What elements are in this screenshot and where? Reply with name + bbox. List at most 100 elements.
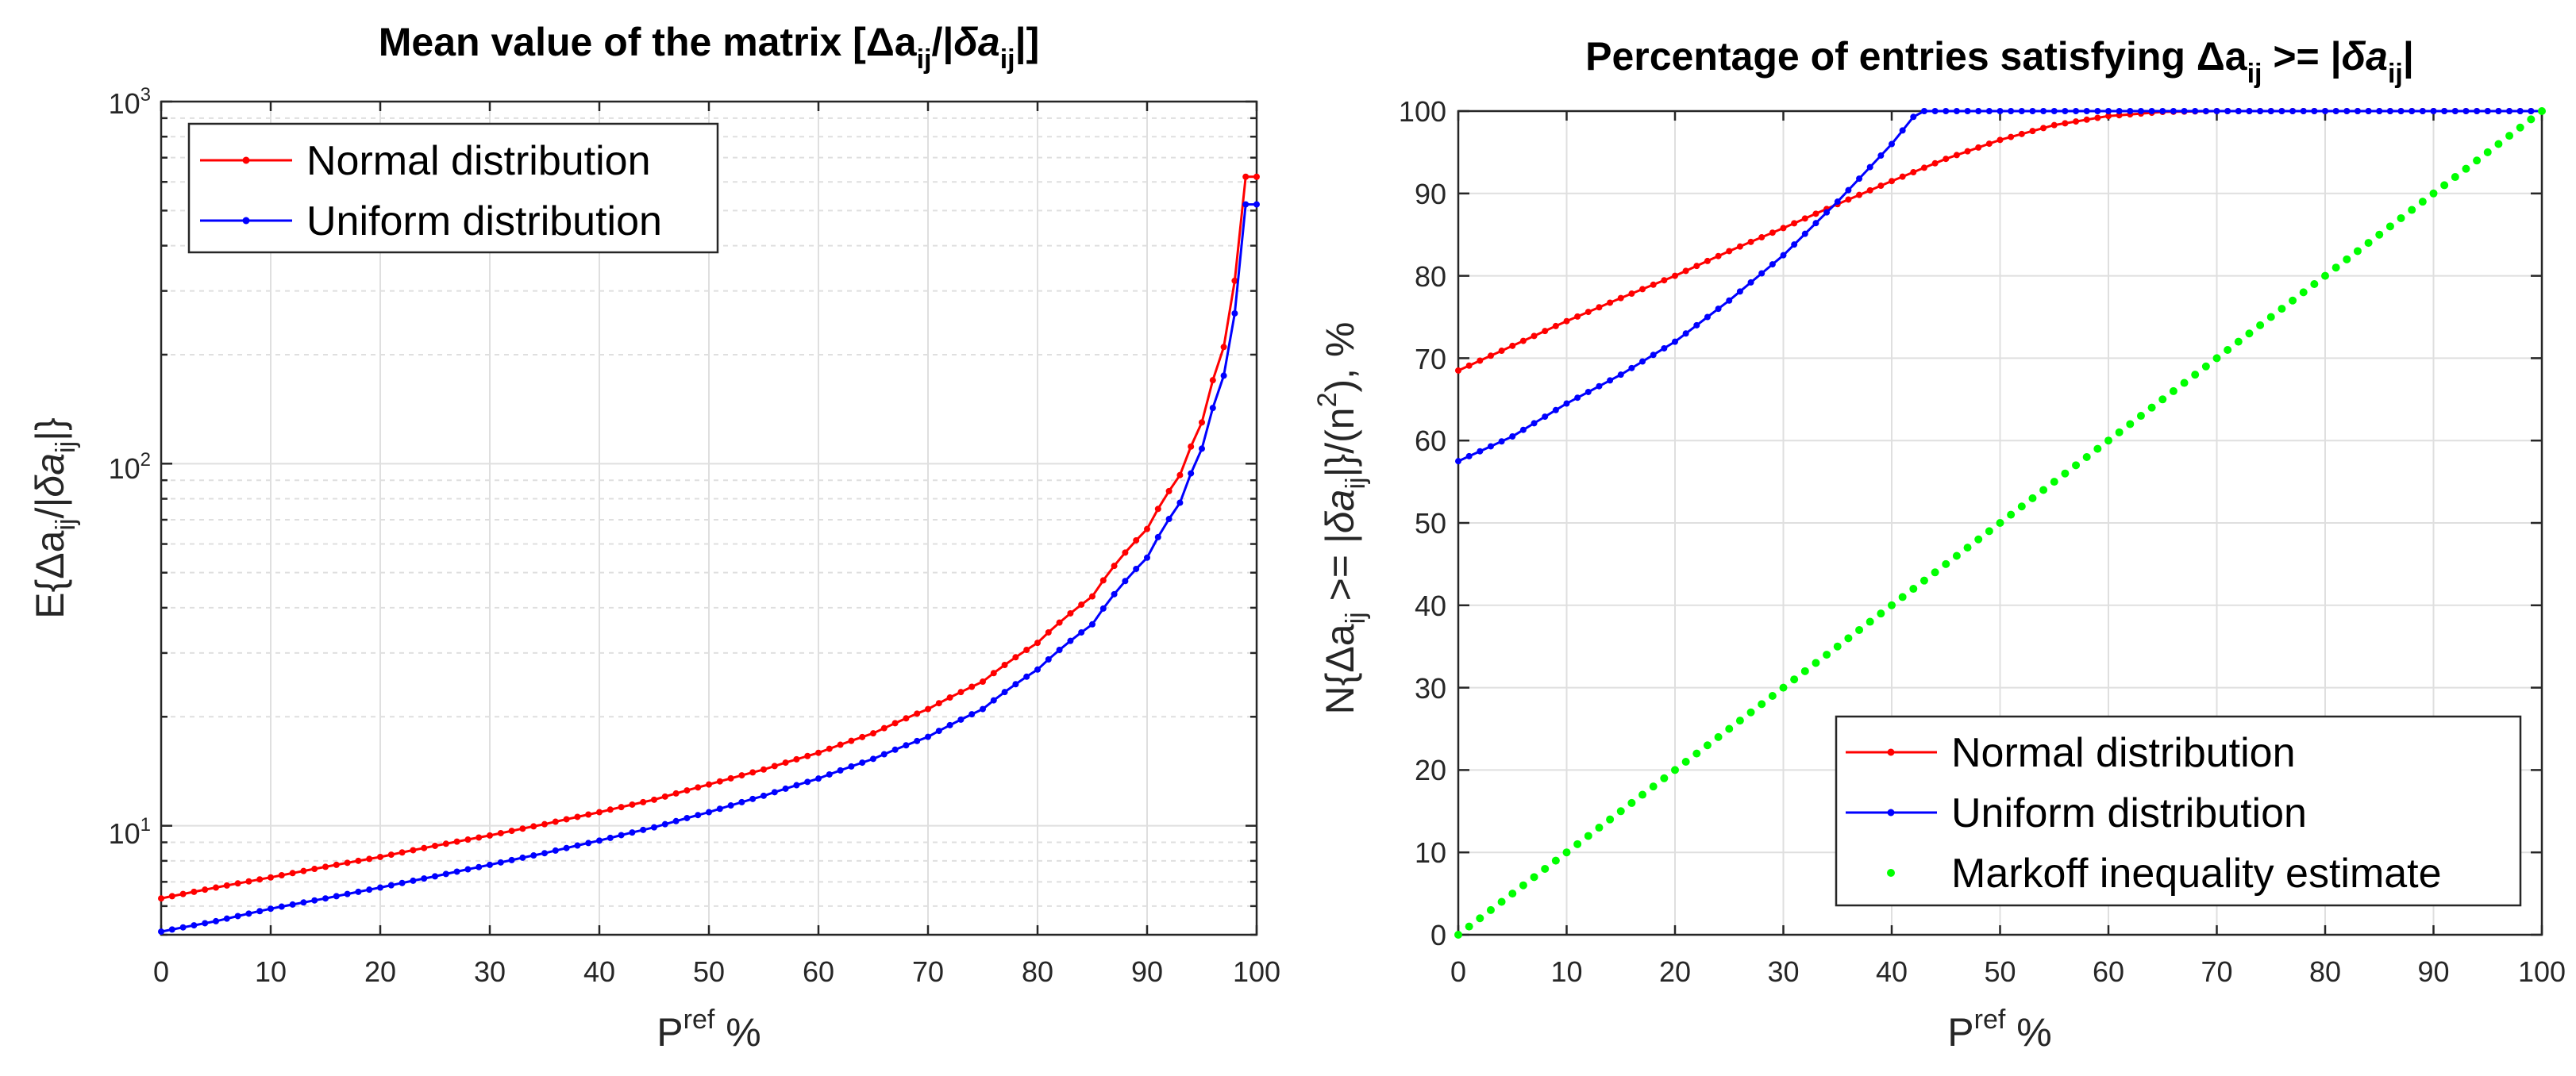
data-point (2246, 108, 2253, 114)
left-x-tick-labels: 0 10 20 30 40 50 60 70 80 90 100 (153, 955, 1280, 988)
data-point (1747, 238, 1754, 245)
data-point (1551, 856, 1560, 865)
data-point (1985, 527, 1993, 536)
data-point (651, 796, 657, 803)
data-point (1563, 400, 1570, 407)
data-point (1574, 313, 1581, 320)
left-x-axis-label: Pref % (657, 1005, 760, 1055)
data-point (2419, 108, 2426, 114)
data-point (2147, 403, 2156, 412)
data-point (2430, 108, 2437, 114)
data-point (1866, 186, 1873, 194)
data-point (1562, 848, 1571, 857)
data-point (1725, 724, 1734, 733)
data-point (552, 818, 559, 825)
data-point (1704, 257, 1711, 264)
data-point (2527, 115, 2536, 124)
data-point (629, 829, 636, 836)
data-point (651, 824, 657, 831)
data-point (1726, 248, 1733, 255)
data-point (1607, 377, 1614, 384)
data-point (2311, 108, 2318, 114)
data-point (1542, 328, 1549, 335)
data-point (2538, 107, 2546, 115)
right-y-tick-label: 60 (1415, 425, 1446, 457)
right-x-tick-label: 20 (1659, 955, 1691, 988)
data-point (1099, 605, 1107, 612)
data-point (2104, 436, 2112, 445)
data-point (1122, 549, 1129, 556)
data-point (596, 809, 603, 816)
data-point (2105, 113, 2112, 120)
data-point (245, 910, 252, 917)
data-point (366, 855, 373, 863)
data-point (574, 842, 581, 849)
data-point (1856, 191, 1863, 198)
data-point (826, 770, 833, 778)
data-point (880, 751, 888, 758)
data-point (1078, 601, 1085, 608)
data-point (1628, 290, 1635, 298)
data-point (487, 832, 493, 839)
data-point (1909, 585, 1918, 594)
data-point (530, 823, 537, 830)
data-point (2137, 108, 2144, 114)
data-point (1454, 931, 1462, 939)
right-y-tick-label: 90 (1415, 178, 1446, 210)
data-point (1866, 617, 1874, 626)
data-point (1012, 681, 1019, 688)
data-point (2289, 108, 2297, 114)
data-point (1209, 405, 1216, 412)
data-point (432, 842, 438, 849)
data-point (168, 893, 175, 900)
data-point (1067, 637, 1074, 644)
data-point (596, 837, 603, 844)
data-point (1931, 568, 1939, 577)
data-point (2365, 108, 2372, 114)
data-point (1758, 700, 1766, 709)
data-point (695, 812, 702, 819)
data-point (366, 886, 373, 893)
data-point (519, 854, 526, 861)
data-point (1855, 625, 1864, 634)
data-point (1856, 175, 1863, 183)
data-point (683, 814, 691, 821)
data-point (1638, 790, 1647, 799)
left-x-tick-label: 70 (912, 955, 944, 988)
data-point (2017, 502, 2026, 511)
data-point (1791, 220, 1798, 227)
data-point (640, 798, 647, 805)
data-point (1661, 344, 1668, 352)
data-point (914, 710, 921, 717)
legend-marker-normal (1887, 748, 1895, 756)
data-point (1780, 252, 1787, 259)
data-point (1067, 609, 1074, 617)
data-point (2310, 279, 2319, 288)
data-point (1899, 127, 1906, 134)
data-point (1220, 344, 1227, 351)
data-point (2441, 108, 2448, 114)
data-point (1154, 533, 1161, 540)
data-point (1672, 272, 1678, 279)
data-point (1964, 148, 1971, 155)
data-point (870, 730, 876, 737)
data-point (1023, 673, 1030, 680)
series-normal-distribution (158, 173, 1260, 902)
data-point (2494, 140, 2503, 148)
data-point (2062, 108, 2069, 114)
data-point (706, 809, 712, 816)
data-point (1519, 881, 1527, 890)
data-point (355, 857, 362, 864)
data-point (202, 886, 209, 893)
left-x-tick-label: 100 (1233, 955, 1280, 988)
data-point (213, 884, 219, 891)
data-point (2224, 108, 2231, 114)
data-point (1920, 164, 1927, 171)
data-point (1758, 234, 1765, 241)
data-point (1661, 277, 1668, 284)
data-point (1714, 732, 1723, 741)
right-y-tick-label: 20 (1415, 754, 1446, 786)
data-point (300, 867, 307, 874)
data-point (2040, 125, 2047, 132)
data-point (1154, 505, 1161, 513)
